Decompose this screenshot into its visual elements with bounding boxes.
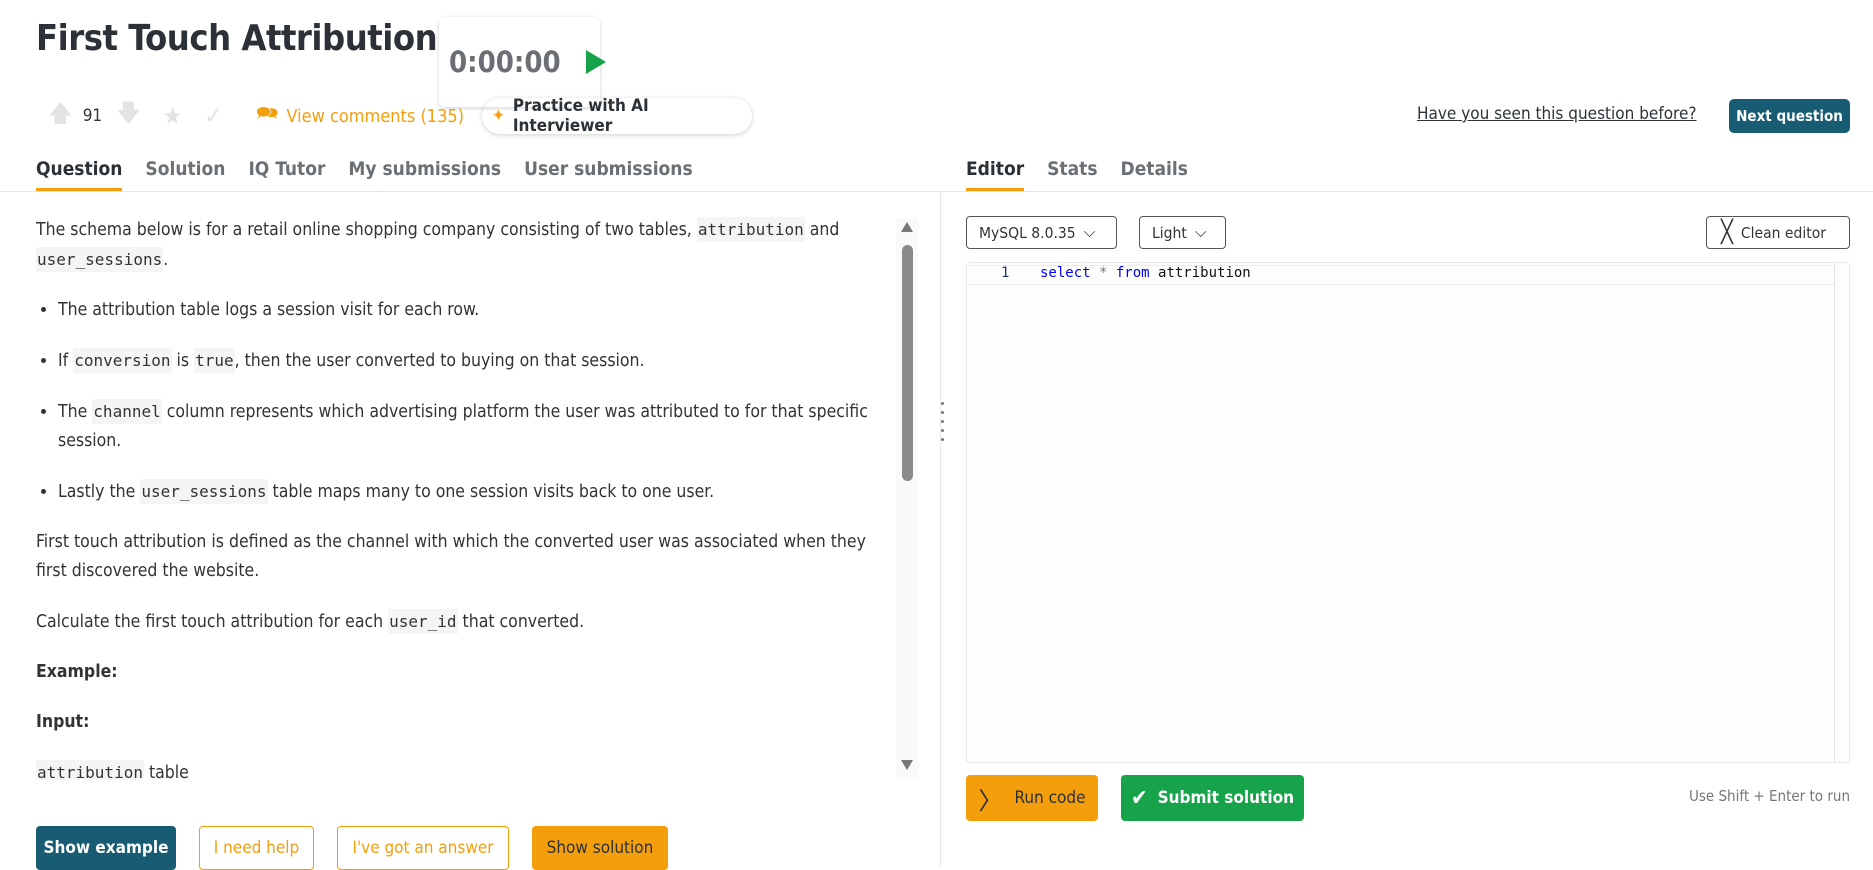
resize-handle[interactable] bbox=[941, 402, 945, 441]
intro-paragraph: The schema below is for a retail online … bbox=[36, 215, 888, 275]
scroll-down-icon[interactable] bbox=[901, 760, 913, 770]
task-paragraph: Calculate the first touch attribution fo… bbox=[36, 607, 888, 637]
scroll-thumb[interactable] bbox=[902, 245, 913, 481]
upvote-icon[interactable]: 🡅 bbox=[48, 98, 73, 127]
question-tabs: Question Solution IQ Tutor My submission… bbox=[36, 158, 693, 191]
seen-before-link[interactable]: Have you seen this question before? bbox=[1417, 104, 1697, 124]
tab-stats[interactable]: Stats bbox=[1047, 158, 1098, 180]
submit-solution-button[interactable]: ✔ Submit solution bbox=[1121, 775, 1304, 821]
ai-label: Practice with AI Interviewer bbox=[512, 96, 649, 136]
sql-dialect-select[interactable]: MySQL 8.0.35 ⌵ bbox=[966, 216, 1117, 249]
close-icon: ╳ bbox=[1721, 220, 1733, 245]
comments-icon: 🗪 bbox=[256, 103, 279, 124]
definition-paragraph: First touch attribution is defined as th… bbox=[36, 532, 866, 581]
tab-iq-tutor[interactable]: IQ Tutor bbox=[248, 158, 326, 180]
tab-question[interactable]: Question bbox=[36, 158, 123, 191]
theme-select[interactable]: Light ⌵ bbox=[1139, 216, 1226, 249]
line-number: 1 bbox=[1001, 265, 1010, 281]
list-item: If conversion is true, then the user con… bbox=[58, 346, 888, 376]
run-code-button[interactable]: 〉 Run code bbox=[966, 775, 1098, 821]
play-icon[interactable] bbox=[585, 50, 606, 74]
show-solution-button[interactable]: Show solution bbox=[532, 826, 668, 870]
schema-notes: The attribution table logs a session vis… bbox=[58, 296, 888, 507]
need-help-button[interactable]: I need help bbox=[199, 826, 314, 870]
code-editor[interactable]: 1 select * from attribution bbox=[966, 262, 1850, 763]
next-question-button[interactable]: Next question bbox=[1729, 99, 1850, 133]
list-item: The channel column represents which adve… bbox=[58, 397, 888, 456]
content-scrollbar[interactable] bbox=[896, 218, 918, 780]
editor-tabs: Editor Stats Details bbox=[966, 158, 1188, 191]
list-item: Lastly the user_sessions table maps many… bbox=[58, 477, 888, 507]
ai-interviewer-button[interactable]: ✦ Practice with AI Interviewer bbox=[482, 96, 752, 136]
downvote-icon[interactable]: 🡇 bbox=[116, 98, 141, 127]
got-answer-button[interactable]: I've got an answer bbox=[337, 826, 509, 870]
vote-count: 91 bbox=[82, 106, 103, 126]
scroll-up-icon[interactable] bbox=[901, 222, 913, 232]
table-caption: attribution table bbox=[36, 758, 888, 780]
star-icon[interactable]: ★ bbox=[162, 102, 183, 130]
code-line[interactable]: select * from attribution bbox=[1040, 265, 1251, 281]
tab-solution[interactable]: Solution bbox=[145, 158, 226, 180]
show-example-button[interactable]: Show example bbox=[36, 826, 176, 870]
tabs-divider bbox=[0, 191, 1873, 192]
chevron-down-icon: ⌵ bbox=[1083, 223, 1096, 241]
timer-value: 0:00:00 bbox=[449, 45, 561, 79]
tab-user-submissions[interactable]: User submissions bbox=[524, 158, 693, 180]
vote-bar: 🡅 91 🡇 ★ ✓ bbox=[48, 99, 223, 132]
comments-label: View comments (135) bbox=[286, 105, 465, 127]
question-content: The schema below is for a retail online … bbox=[36, 215, 888, 780]
chevron-down-icon: ⌵ bbox=[1194, 223, 1207, 241]
page-title: First Touch Attribution bbox=[36, 18, 438, 59]
tab-editor[interactable]: Editor bbox=[966, 158, 1025, 191]
timer[interactable]: 0:00:00 bbox=[439, 17, 606, 107]
input-heading: Input: bbox=[36, 712, 90, 732]
sparkle-icon: ✦ bbox=[492, 106, 505, 126]
view-comments-link[interactable]: 🗪 View comments (135) bbox=[256, 100, 464, 132]
check-icon[interactable]: ✓ bbox=[204, 102, 223, 130]
tab-my-submissions[interactable]: My submissions bbox=[348, 158, 502, 180]
chevron-right-icon: 〉 bbox=[978, 786, 1003, 815]
clean-editor-button[interactable]: ╳ Clean editor bbox=[1706, 216, 1850, 249]
check-icon: ✔ bbox=[1131, 785, 1148, 811]
list-item: The attribution table logs a session vis… bbox=[58, 296, 888, 325]
run-hint: Use Shift + Enter to run bbox=[1688, 787, 1850, 805]
tab-details[interactable]: Details bbox=[1120, 158, 1188, 180]
example-heading: Example: bbox=[36, 662, 118, 682]
pane-divider bbox=[940, 192, 941, 868]
editor-scrollbar[interactable] bbox=[1834, 263, 1835, 762]
